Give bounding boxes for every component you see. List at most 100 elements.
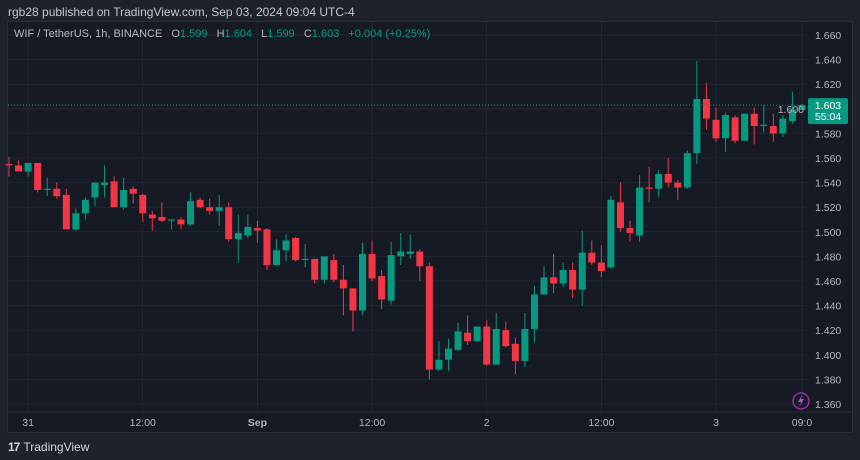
candle[interactable]	[368, 240, 376, 281]
candle[interactable]	[511, 337, 519, 375]
candle[interactable]	[177, 217, 185, 230]
candle[interactable]	[397, 233, 405, 266]
symbol-info[interactable]: WIF / TetherUS, 1h, BINANCE	[14, 28, 163, 40]
candle-body	[234, 233, 242, 240]
candle[interactable]	[81, 197, 89, 220]
candle[interactable]	[330, 253, 338, 283]
candle[interactable]	[196, 197, 204, 209]
candle[interactable]	[43, 177, 51, 197]
candle[interactable]	[292, 236, 300, 262]
candle[interactable]	[282, 234, 290, 262]
candle[interactable]	[550, 253, 558, 294]
candle[interactable]	[301, 244, 309, 268]
candle[interactable]	[263, 228, 271, 270]
publisher-line: rgb28 published on TradingView.com, Sep …	[8, 5, 355, 19]
candle[interactable]	[712, 107, 720, 143]
candle[interactable]	[244, 214, 252, 238]
candle-body	[148, 214, 156, 219]
candle[interactable]	[473, 326, 481, 342]
candle[interactable]	[378, 269, 386, 310]
candle[interactable]	[110, 176, 118, 208]
candle[interactable]	[760, 105, 768, 133]
candle[interactable]	[769, 113, 777, 143]
candle[interactable]	[578, 230, 586, 306]
candle[interactable]	[206, 198, 214, 215]
candle[interactable]	[148, 210, 156, 231]
lightning-icon[interactable]	[792, 392, 810, 410]
candle[interactable]	[559, 262, 567, 288]
candle[interactable]	[750, 107, 758, 145]
candle[interactable]	[120, 177, 128, 210]
candle[interactable]	[664, 158, 672, 188]
candle[interactable]	[483, 320, 491, 366]
candle[interactable]	[167, 219, 175, 230]
candle[interactable]	[454, 322, 462, 352]
candle[interactable]	[187, 192, 195, 226]
candle[interactable]	[435, 341, 443, 371]
open-value: 1.599	[179, 28, 208, 40]
candle[interactable]	[72, 208, 80, 231]
candle[interactable]	[139, 193, 147, 222]
candle[interactable]	[425, 262, 433, 380]
candle-body	[588, 252, 596, 263]
tradingview-logo-text[interactable]: TradingView	[23, 440, 90, 454]
candle[interactable]	[34, 162, 42, 193]
candle-body	[387, 255, 395, 301]
candle[interactable]	[62, 188, 70, 230]
tradingview-logo-icon[interactable]: 17	[8, 440, 20, 454]
candle[interactable]	[234, 214, 242, 263]
candle-body	[769, 126, 777, 134]
candle[interactable]	[464, 315, 472, 345]
candle[interactable]	[731, 114, 739, 144]
time-tick-label: 12:00	[588, 417, 614, 429]
candle[interactable]	[53, 182, 61, 199]
candle[interactable]	[645, 166, 653, 203]
candle[interactable]	[626, 220, 634, 242]
candle[interactable]	[311, 258, 319, 284]
candle[interactable]	[24, 162, 32, 177]
candle[interactable]	[101, 165, 109, 198]
candle[interactable]	[569, 262, 577, 299]
candle[interactable]	[655, 170, 663, 198]
candle[interactable]	[788, 91, 796, 124]
candle[interactable]	[741, 113, 749, 141]
close-value: 1.603	[311, 28, 340, 40]
candle[interactable]	[215, 194, 223, 226]
low-label: L	[261, 28, 268, 40]
candle[interactable]	[273, 239, 281, 267]
candle[interactable]	[5, 156, 13, 177]
candle[interactable]	[683, 150, 691, 189]
candle[interactable]	[722, 112, 730, 152]
candle[interactable]	[225, 202, 233, 242]
candle[interactable]	[588, 240, 596, 266]
candle[interactable]	[253, 220, 261, 243]
candle[interactable]	[320, 256, 328, 284]
candle[interactable]	[91, 182, 99, 206]
candle[interactable]	[540, 266, 548, 295]
candle[interactable]	[607, 196, 615, 269]
candle[interactable]	[530, 285, 538, 343]
candle[interactable]	[387, 241, 395, 305]
candle[interactable]	[416, 249, 424, 281]
candle[interactable]	[358, 242, 366, 316]
candle[interactable]	[492, 312, 500, 365]
candle[interactable]	[779, 114, 787, 138]
candle[interactable]	[339, 265, 347, 316]
candle[interactable]	[798, 103, 806, 111]
candle[interactable]	[158, 202, 166, 222]
candle[interactable]	[702, 82, 710, 130]
candle[interactable]	[349, 288, 357, 332]
candle[interactable]	[521, 312, 529, 368]
candle[interactable]	[636, 175, 644, 242]
candle[interactable]	[406, 234, 414, 259]
candle-body	[722, 114, 730, 139]
candle[interactable]	[444, 338, 452, 371]
candle[interactable]	[693, 60, 701, 165]
candle[interactable]	[674, 180, 682, 200]
candle[interactable]	[15, 160, 23, 172]
candle[interactable]	[616, 182, 624, 232]
candle[interactable]	[597, 245, 605, 278]
candle[interactable]	[502, 321, 510, 348]
candle[interactable]	[129, 186, 137, 204]
